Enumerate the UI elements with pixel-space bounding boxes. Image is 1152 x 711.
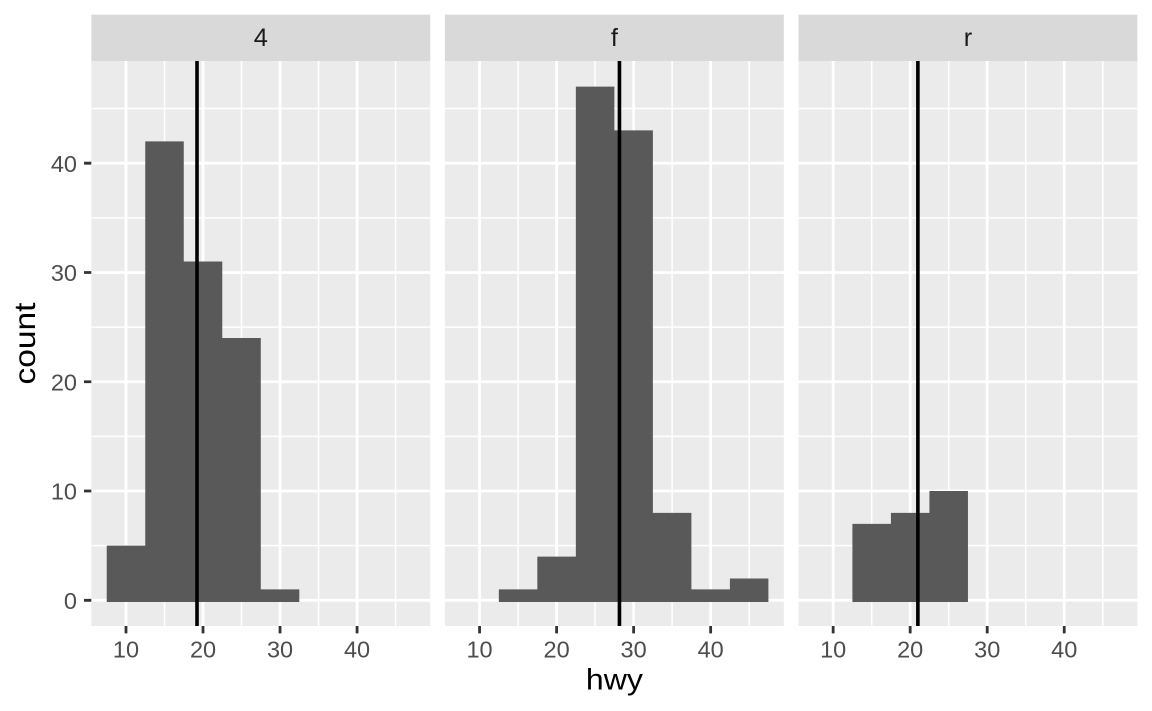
svg-text:r: r bbox=[964, 24, 973, 52]
svg-text:4: 4 bbox=[254, 24, 268, 52]
svg-text:10: 10 bbox=[113, 637, 139, 663]
svg-text:10: 10 bbox=[820, 637, 846, 663]
svg-text:20: 20 bbox=[544, 637, 570, 663]
svg-text:30: 30 bbox=[621, 637, 647, 663]
svg-text:30: 30 bbox=[51, 260, 77, 286]
svg-text:10: 10 bbox=[466, 637, 492, 663]
svg-text:40: 40 bbox=[344, 637, 370, 663]
svg-text:10: 10 bbox=[51, 479, 77, 505]
svg-text:40: 40 bbox=[698, 637, 724, 663]
svg-text:hwy: hwy bbox=[586, 664, 643, 697]
svg-text:30: 30 bbox=[974, 637, 1000, 663]
svg-text:40: 40 bbox=[51, 151, 77, 177]
svg-text:20: 20 bbox=[51, 369, 77, 395]
svg-text:40: 40 bbox=[1051, 637, 1077, 663]
svg-text:0: 0 bbox=[64, 588, 77, 614]
svg-text:20: 20 bbox=[190, 637, 216, 663]
svg-text:count: count bbox=[9, 303, 42, 385]
svg-text:20: 20 bbox=[897, 637, 923, 663]
svg-text:f: f bbox=[611, 24, 619, 52]
svg-text:30: 30 bbox=[267, 637, 293, 663]
